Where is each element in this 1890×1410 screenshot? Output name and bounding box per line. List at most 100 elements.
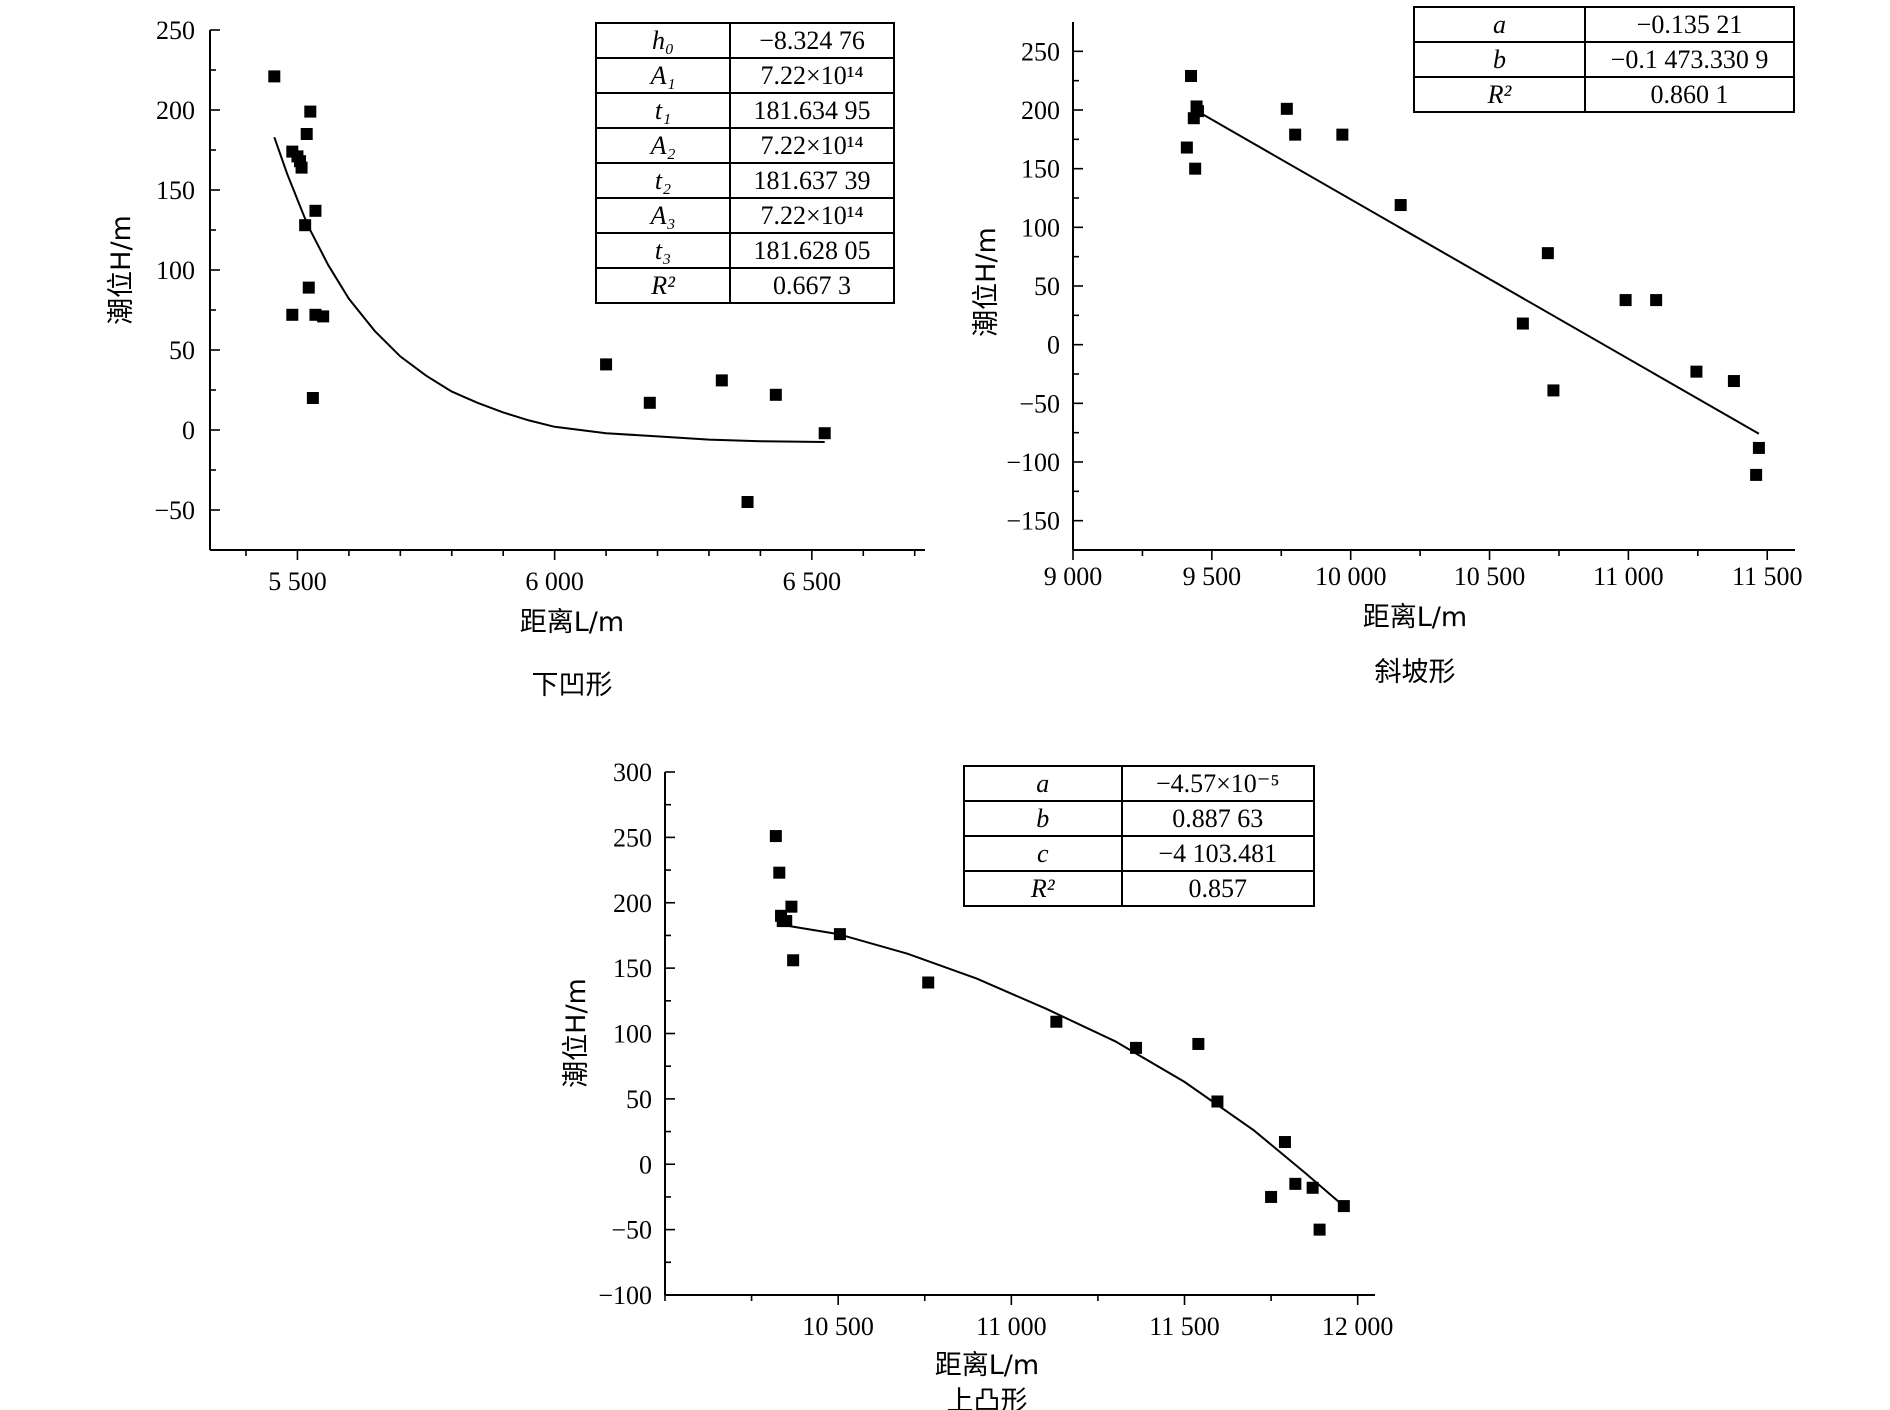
y-tick-label: −150 — [1006, 507, 1060, 536]
param-row: R² 0.860 1 — [1413, 76, 1795, 113]
y-tick-label: 200 — [1021, 96, 1060, 125]
data-point — [295, 161, 308, 174]
data-point — [1541, 247, 1554, 260]
data-point — [1278, 1136, 1291, 1149]
data-point — [785, 900, 798, 913]
y-tick-label: 50 — [1034, 272, 1060, 301]
data-point — [922, 976, 935, 989]
axes: −100 −50 0 50 100 150 200 250 300 10 500 11 000 11 … — [598, 758, 1393, 1341]
param-row: b −0.1 473.330 9 — [1413, 41, 1795, 78]
param-name: a — [1413, 6, 1586, 43]
y-tick-label: −100 — [598, 1281, 652, 1310]
param-row: h₀ −8.324 76 — [594, 22, 895, 59]
x-tick-label: 10 500 — [802, 1312, 874, 1341]
y-tick-label: 150 — [613, 954, 652, 983]
y-tick-label: 50 — [169, 336, 195, 365]
param-row: a −4.57×10⁻⁵ — [963, 765, 1315, 802]
param-name: R² — [963, 870, 1123, 907]
param-value: 181.634 95 — [729, 92, 895, 129]
param-row: R² 0.857 — [963, 870, 1315, 907]
param-name: t₁ — [594, 92, 732, 129]
x-tick-label: 9 500 — [1183, 562, 1242, 591]
data-point — [268, 70, 281, 83]
x-tick-label: 11 500 — [1149, 1312, 1220, 1341]
data-point — [1211, 1095, 1224, 1108]
chart-caption: 斜坡形 — [1375, 657, 1456, 688]
y-tick-label: 300 — [613, 758, 652, 787]
data-point — [715, 374, 728, 387]
data-point — [1337, 1200, 1350, 1213]
y-tick-label: 150 — [1021, 155, 1060, 184]
param-name: h₀ — [594, 22, 732, 59]
data-point — [1394, 199, 1407, 212]
param-row: t₁ 181.634 95 — [594, 92, 895, 129]
y-tick-label: 0 — [639, 1150, 652, 1179]
param-value: 0.857 — [1120, 870, 1315, 907]
data-point — [1619, 294, 1632, 307]
param-row: c −4 103.481 — [963, 835, 1315, 872]
y-tick-label: 200 — [156, 96, 195, 125]
param-name: R² — [594, 267, 732, 304]
fit-parameters-table: a −4.57×10⁻⁵ b 0.887 63 c −4 103.481 R² 0.857 — [963, 765, 1315, 907]
data-point — [302, 281, 315, 294]
data-point — [818, 427, 831, 440]
chart-caption: 下凹形 — [532, 670, 613, 701]
fit-curve — [273, 136, 825, 443]
y-tick-label: 200 — [613, 889, 652, 918]
param-row: R² 0.667 3 — [594, 267, 895, 304]
y-tick-label: 0 — [1047, 331, 1060, 360]
param-value: −0.1 473.330 9 — [1584, 41, 1795, 78]
fit-curve — [782, 924, 1345, 1207]
y-axis-title: 潮位H/m — [106, 215, 137, 325]
param-name: A₂ — [594, 127, 732, 164]
param-value: 7.22×10¹⁴ — [729, 57, 895, 94]
x-tick-label: 9 000 — [1044, 562, 1103, 591]
x-tick-label: 6 000 — [525, 567, 584, 596]
data-point — [304, 105, 317, 118]
x-tick-label: 11 000 — [1593, 562, 1664, 591]
y-axis-title: 潮位H/m — [561, 978, 592, 1088]
x-tick-label: 6 500 — [783, 567, 842, 596]
data-point — [1289, 1177, 1302, 1190]
y-tick-label: 0 — [182, 416, 195, 445]
param-value: 181.628 05 — [729, 232, 895, 269]
data-point — [1750, 468, 1763, 481]
data-point — [1280, 102, 1293, 115]
param-value: −4 103.481 — [1120, 835, 1315, 872]
data-point — [1289, 128, 1302, 141]
param-value: 0.860 1 — [1584, 76, 1795, 113]
fit-line — [1194, 109, 1760, 435]
param-value: 181.637 39 — [729, 162, 895, 199]
data-point — [1516, 317, 1529, 330]
y-tick-label: 250 — [613, 823, 652, 852]
axes: −50 0 50 100 150 200 250 5 500 6 000 6 500 — [154, 16, 925, 596]
fit-path — [1194, 109, 1760, 435]
param-row: t₂ 181.637 39 — [594, 162, 895, 199]
param-name: a — [963, 765, 1123, 802]
data-point — [769, 388, 782, 401]
data-point — [1265, 1190, 1278, 1203]
y-tick-label: −50 — [154, 496, 195, 525]
data-point — [643, 396, 656, 409]
data-point — [1306, 1181, 1319, 1194]
fit-parameters-table: h₀ −8.324 76 A₁ 7.22×10¹⁴ t₁ 181.634 95 A₂ 7.22… — [594, 22, 895, 304]
param-name: R² — [1413, 76, 1586, 113]
fit-parameters-table: a −0.135 21 b −0.1 473.330 9 R² 0.860 1 — [1413, 6, 1795, 113]
data-point — [1313, 1223, 1326, 1236]
param-row: A₂ 7.22×10¹⁴ — [594, 127, 895, 164]
x-tick-label: 11 500 — [1732, 562, 1803, 591]
data-point — [1547, 384, 1560, 397]
param-value: 0.887 63 — [1120, 800, 1315, 837]
data-point — [1727, 375, 1740, 388]
data-point — [773, 866, 786, 879]
y-tick-label: 250 — [1021, 37, 1060, 66]
param-name: A₃ — [594, 197, 732, 234]
param-row: t₃ 181.628 05 — [594, 232, 895, 269]
data-point — [1752, 441, 1765, 454]
data-point — [1650, 294, 1663, 307]
data-point — [1180, 141, 1193, 154]
param-name: t₃ — [594, 232, 732, 269]
data-point — [1192, 1037, 1205, 1050]
